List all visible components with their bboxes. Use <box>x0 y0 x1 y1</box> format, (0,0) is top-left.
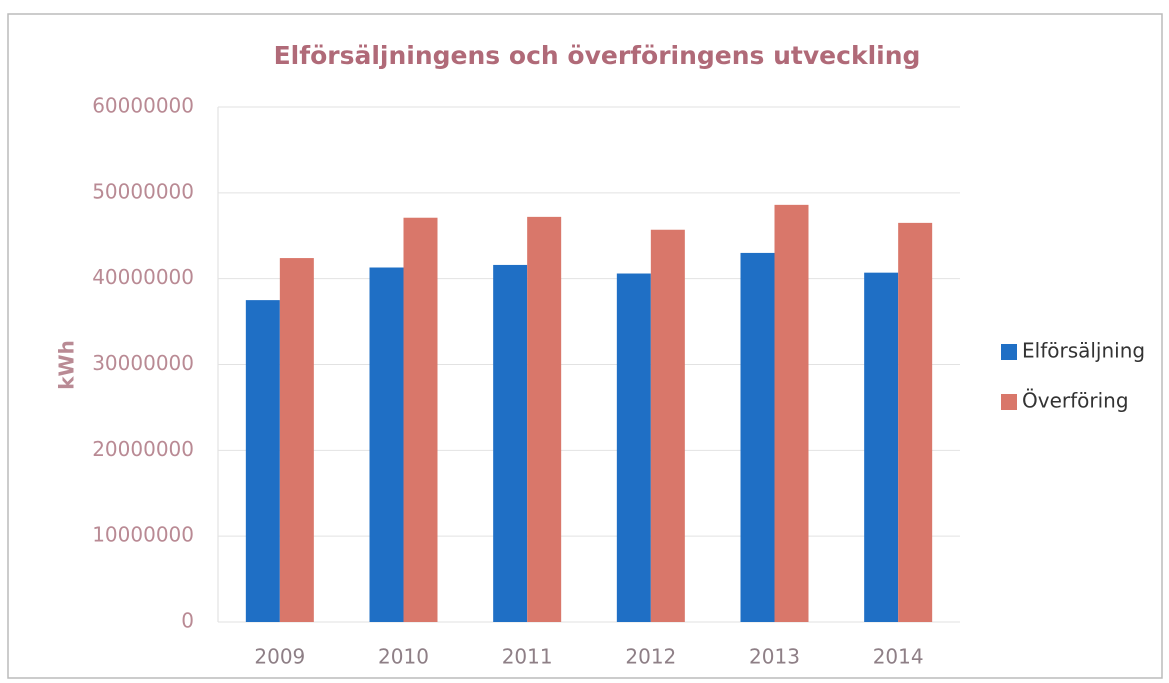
bar <box>493 264 528 622</box>
bar <box>527 216 562 622</box>
bar <box>616 273 651 622</box>
bar <box>864 272 899 622</box>
chart-border <box>7 13 1163 679</box>
y-tick-label: 0 <box>181 609 194 633</box>
x-tick-label: 2013 <box>749 645 800 669</box>
bar <box>898 222 933 622</box>
y-axis-label: kWh <box>55 340 79 390</box>
y-tick-label: 50000000 <box>92 179 194 203</box>
y-tick-label: 30000000 <box>92 351 194 375</box>
bar <box>245 300 280 622</box>
y-tick-label: 60000000 <box>92 94 194 118</box>
bar <box>403 217 438 622</box>
bar <box>774 204 809 622</box>
bar <box>369 267 404 622</box>
x-tick-label: 2014 <box>873 645 924 669</box>
legend-swatch <box>1001 394 1017 410</box>
x-tick-label: 2010 <box>378 645 429 669</box>
legend-label: Elförsäljning <box>1022 339 1145 363</box>
legend-swatch <box>1001 344 1017 360</box>
chart-title: Elförsäljningens och överföringens utvec… <box>274 41 921 70</box>
bar <box>650 229 685 622</box>
bar <box>279 258 314 622</box>
y-tick-label: 10000000 <box>92 523 194 547</box>
bar <box>740 252 775 622</box>
legend-label: Överföring <box>1022 389 1129 413</box>
x-tick-label: 2011 <box>502 645 553 669</box>
x-tick-label: 2009 <box>254 645 305 669</box>
x-tick-label: 2012 <box>625 645 676 669</box>
y-tick-label: 20000000 <box>92 437 194 461</box>
y-tick-label: 40000000 <box>92 265 194 289</box>
